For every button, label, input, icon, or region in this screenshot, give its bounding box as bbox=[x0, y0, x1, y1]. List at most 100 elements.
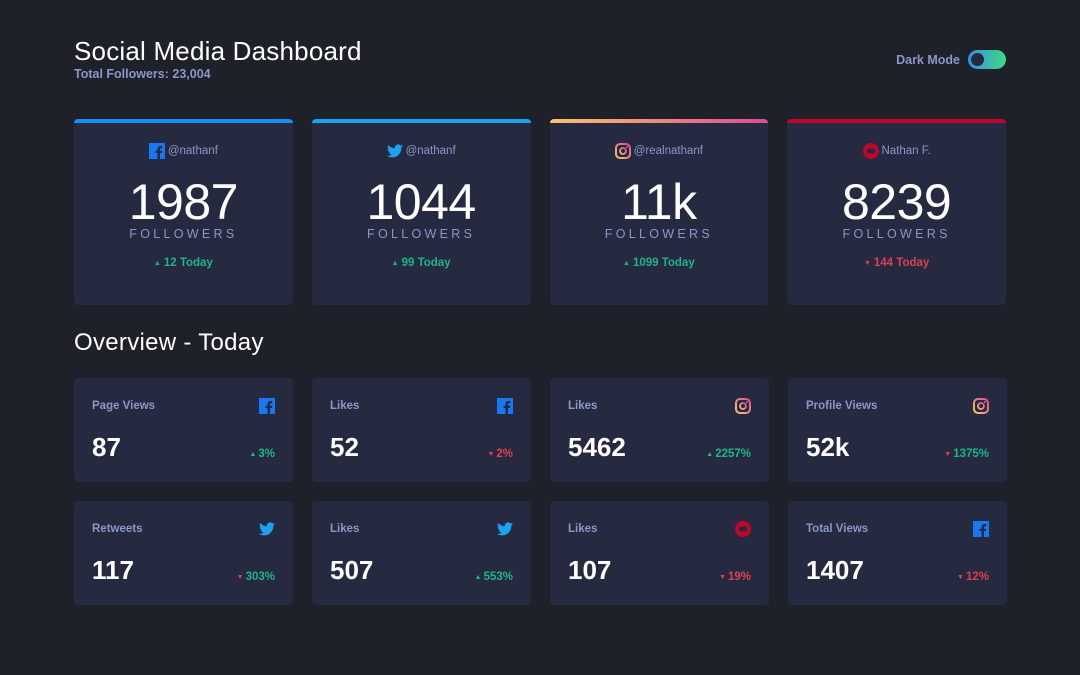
change-text: 19% bbox=[727, 571, 751, 583]
twitter-icon bbox=[497, 521, 513, 537]
youtube-icon bbox=[862, 143, 879, 159]
follower-card-twitter[interactable]: @nathanf 1044 FOLLOWERS ▲ 99 Today bbox=[311, 119, 531, 305]
metric-label: Likes bbox=[568, 523, 598, 535]
change-text: 3% bbox=[258, 448, 275, 460]
accent-bar bbox=[311, 119, 531, 123]
follower-count: 11k bbox=[621, 174, 697, 230]
metric-change: ▼ 303% bbox=[237, 571, 275, 583]
overview-card[interactable]: Page Views 87 ▲ 3% bbox=[74, 378, 293, 482]
metric-label: Total Views bbox=[806, 523, 869, 535]
accent-bar bbox=[74, 119, 293, 123]
accent-bar bbox=[787, 119, 1006, 123]
toggle-knob bbox=[971, 53, 984, 66]
metric-change: ▲ 2257% bbox=[706, 448, 751, 460]
today-text: 12 Today bbox=[163, 257, 213, 269]
arrow-up-icon: ▲ bbox=[391, 259, 399, 267]
page-title: Social Media Dashboard bbox=[74, 36, 362, 66]
handle-text: @nathanf bbox=[405, 145, 456, 157]
metric-change: ▼ 2% bbox=[487, 448, 513, 460]
twitter-icon bbox=[386, 143, 403, 159]
metric-value: 1407 bbox=[806, 555, 864, 585]
dark-mode-label: Dark Mode bbox=[896, 52, 960, 67]
overview-card[interactable]: Total Views 1407 ▼ 12% bbox=[788, 501, 1007, 605]
arrow-down-icon: ▼ bbox=[236, 573, 244, 581]
followers-label: FOLLOWERS bbox=[604, 227, 713, 241]
change-text: 1375% bbox=[953, 448, 989, 460]
overview-card[interactable]: Retweets 117 ▼ 303% bbox=[74, 501, 293, 605]
metric-value: 52 bbox=[330, 432, 359, 462]
followers-label: FOLLOWERS bbox=[129, 227, 238, 241]
arrow-up-icon: ▲ bbox=[249, 450, 257, 458]
metric-label: Likes bbox=[330, 523, 360, 535]
follower-card-facebook[interactable]: @nathanf 1987 FOLLOWERS ▲ 12 Today bbox=[74, 119, 293, 305]
arrow-up-icon: ▲ bbox=[706, 450, 714, 458]
change-text: 12% bbox=[965, 571, 989, 583]
followers-label: FOLLOWERS bbox=[842, 227, 951, 241]
instagram-icon bbox=[735, 398, 751, 414]
arrow-up-icon: ▲ bbox=[153, 259, 161, 267]
arrow-down-icon: ▼ bbox=[863, 259, 871, 267]
total-followers: Total Followers: 23,004 bbox=[74, 67, 211, 81]
follower-card-instagram[interactable]: @realnathanf 11k FOLLOWERS ▲ 1099 Today bbox=[549, 119, 769, 305]
header: Social Media Dashboard Total Followers: … bbox=[74, 36, 1006, 86]
overview-card[interactable]: Likes 52 ▼ 2% bbox=[312, 378, 531, 482]
metric-label: Retweets bbox=[92, 523, 143, 535]
arrow-down-icon: ▼ bbox=[719, 573, 726, 581]
accent-bar bbox=[549, 119, 769, 123]
overview-card[interactable]: Likes 5462 ▲ 2257% bbox=[550, 378, 769, 482]
metric-value: 117 bbox=[92, 555, 134, 585]
arrow-down-icon: ▼ bbox=[487, 450, 495, 458]
account-handle: Nathan F. bbox=[787, 142, 1006, 160]
instagram-icon bbox=[614, 143, 631, 159]
facebook-icon bbox=[148, 143, 165, 159]
metric-label: Page Views bbox=[92, 400, 156, 412]
metric-label: Profile Views bbox=[806, 400, 878, 412]
metric-value: 87 bbox=[92, 432, 121, 462]
today-change: ▼ 144 Today bbox=[787, 257, 1006, 269]
metric-label: Likes bbox=[330, 400, 360, 412]
today-text: 1099 Today bbox=[632, 257, 695, 269]
overview-card[interactable]: Profile Views 52k ▼ 1375% bbox=[788, 378, 1007, 482]
metric-value: 52k bbox=[806, 432, 850, 462]
overview-cards: Page Views 87 ▲ 3% Likes 52 ▼ 2% Likes 5… bbox=[74, 378, 1007, 605]
facebook-icon bbox=[497, 398, 513, 414]
metric-change: ▲ 3% bbox=[249, 448, 275, 460]
metric-value: 5462 bbox=[568, 432, 626, 462]
arrow-up-icon: ▲ bbox=[623, 259, 630, 267]
overview-card[interactable]: Likes 107 ▼ 19% bbox=[550, 501, 769, 605]
dark-mode-toggle[interactable]: Dark Mode bbox=[896, 50, 1006, 69]
today-change: ▲ 12 Today bbox=[74, 257, 293, 269]
metric-change: ▼ 19% bbox=[719, 571, 751, 583]
today-text: 144 Today bbox=[873, 257, 930, 269]
handle-text: @nathanf bbox=[167, 145, 218, 157]
facebook-icon bbox=[973, 521, 989, 537]
instagram-icon bbox=[973, 398, 989, 414]
followers-cards: @nathanf 1987 FOLLOWERS ▲ 12 Today @nath… bbox=[74, 119, 1006, 305]
follower-count: 8239 bbox=[842, 174, 952, 230]
metric-change: ▼ 1375% bbox=[944, 448, 989, 460]
follower-count: 1987 bbox=[128, 174, 239, 230]
metric-value: 507 bbox=[330, 555, 374, 585]
youtube-icon bbox=[735, 521, 751, 537]
account-handle: @realnathanf bbox=[550, 142, 769, 160]
metric-change: ▲ 553% bbox=[475, 571, 513, 583]
change-text: 2% bbox=[496, 448, 513, 460]
metric-label: Likes bbox=[568, 400, 598, 412]
change-text: 303% bbox=[245, 571, 275, 583]
today-change: ▲ 99 Today bbox=[312, 257, 531, 269]
metric-change: ▼ 12% bbox=[957, 571, 989, 583]
toggle-switch[interactable] bbox=[968, 50, 1006, 69]
metric-value: 107 bbox=[568, 555, 612, 585]
follower-card-youtube[interactable]: Nathan F. 8239 FOLLOWERS ▼ 144 Today bbox=[787, 119, 1006, 305]
overview-title: Overview - Today bbox=[74, 329, 264, 356]
handle-text: @realnathanf bbox=[633, 145, 703, 157]
followers-label: FOLLOWERS bbox=[367, 227, 476, 241]
arrow-down-icon: ▼ bbox=[944, 450, 952, 458]
arrow-up-icon: ▲ bbox=[474, 573, 482, 581]
account-handle: @nathanf bbox=[312, 142, 531, 160]
arrow-down-icon: ▼ bbox=[957, 573, 964, 581]
change-text: 2257% bbox=[715, 448, 751, 460]
overview-card[interactable]: Likes 507 ▲ 553% bbox=[312, 501, 531, 605]
follower-count: 1044 bbox=[366, 174, 477, 230]
change-text: 553% bbox=[483, 571, 513, 583]
